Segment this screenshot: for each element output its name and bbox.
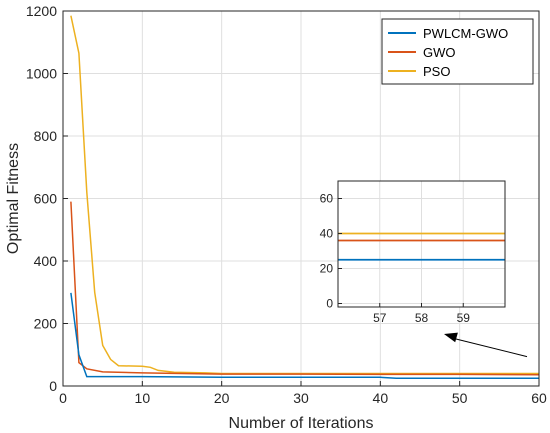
y-tick-label: 400 xyxy=(34,253,58,269)
x-tick-label: 60 xyxy=(531,390,547,406)
arrow-shaft xyxy=(451,337,528,358)
series-line-pwlcm-gwo xyxy=(70,292,539,379)
y-tick-label: 1200 xyxy=(26,3,57,19)
x-tick-label: 20 xyxy=(214,390,230,406)
y-tick-label: 0 xyxy=(49,378,57,394)
x-tick-label: 50 xyxy=(452,390,468,406)
y-tick-label: 1000 xyxy=(26,66,57,82)
x-tick-label: 30 xyxy=(293,390,309,406)
legend-entry: PSO xyxy=(423,64,450,79)
y-axis-label: Optimal Fitness xyxy=(5,143,22,254)
y-tick-label: 200 xyxy=(34,316,58,332)
x-tick-label: 0 xyxy=(59,390,67,406)
series-lines xyxy=(70,15,540,379)
inset-y-tick-label: 60 xyxy=(320,192,334,206)
inset-y-tick-label: 40 xyxy=(320,227,334,241)
inset-y-tick-label: 20 xyxy=(320,262,334,276)
inset-x-tick-label: 58 xyxy=(415,311,429,325)
y-tick-label: 600 xyxy=(34,191,58,207)
inset-x-tick-label: 57 xyxy=(373,311,387,325)
arrow-head xyxy=(444,332,458,343)
legend-entry: PWLCM-GWO xyxy=(423,26,508,41)
inset-x-tick-label: 59 xyxy=(457,311,471,325)
zoom-arrow xyxy=(444,332,528,358)
zoom-inset: 57 58 59 0 20 40 60 xyxy=(320,180,506,325)
x-axis-label: Number of Iterations xyxy=(229,415,374,432)
y-tick-label: 800 xyxy=(34,128,58,144)
x-tick-label: 10 xyxy=(135,390,151,406)
inset-y-tick-label: 0 xyxy=(326,297,333,311)
x-tick-label: 40 xyxy=(373,390,389,406)
legend-entry: GWO xyxy=(423,45,456,60)
legend: PWLCM-GWO GWO PSO xyxy=(381,18,534,85)
series-line-gwo xyxy=(70,201,540,376)
